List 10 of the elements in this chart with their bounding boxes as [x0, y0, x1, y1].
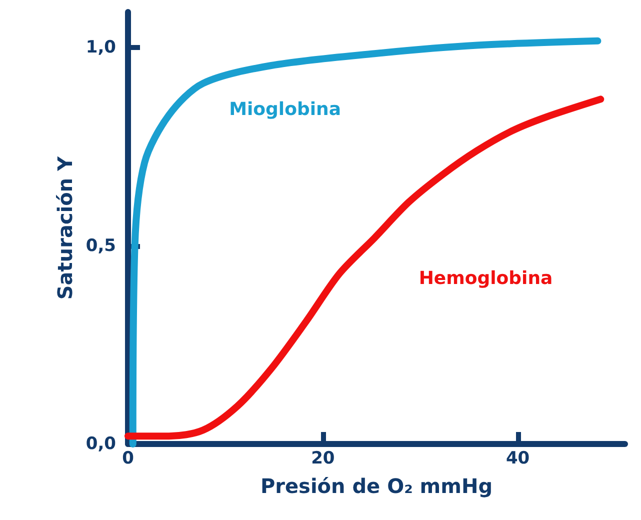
x-tick-label: 20	[311, 448, 335, 468]
x-tick-label: 40	[506, 448, 530, 468]
y-tick-label: 1,0	[86, 38, 116, 58]
text: Hemoglobina	[418, 268, 553, 289]
x-axis-title: Presión de O₂ mmHg	[260, 474, 493, 498]
y-tick-label: 0,5	[86, 236, 116, 256]
y-tick-label: 0,0	[86, 434, 116, 454]
series-label: Mioglobina	[229, 98, 341, 120]
y-axis-title: Saturación Y	[52, 156, 77, 300]
x-tick-label: 0	[122, 448, 134, 468]
